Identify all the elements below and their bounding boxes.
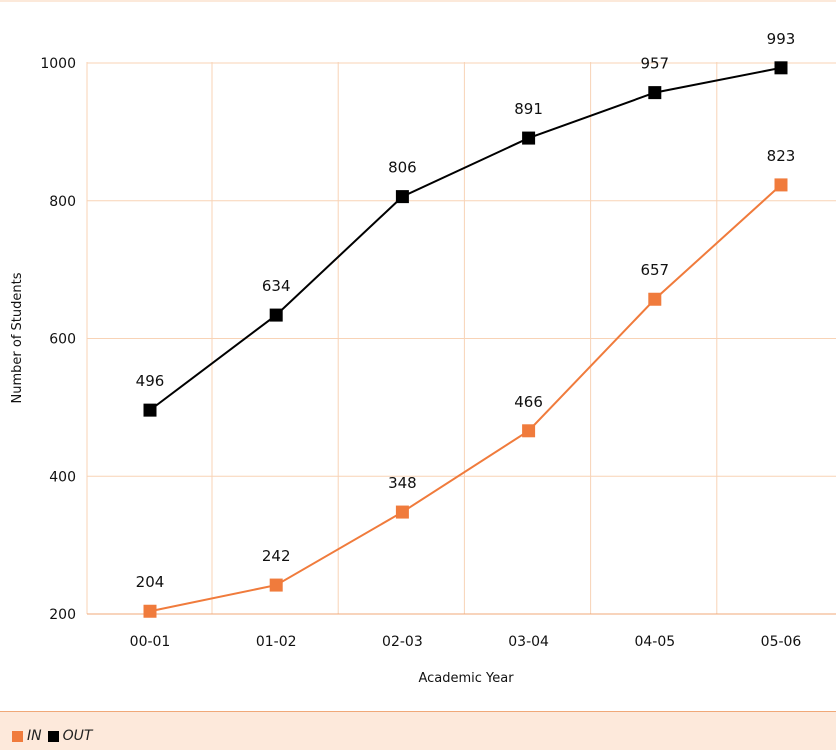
series-layer	[143, 61, 788, 618]
data-point-in	[143, 604, 157, 618]
data-point-out	[774, 61, 788, 75]
series-line-in	[149, 184, 782, 613]
axes: 200 400 600 800 1000 00-01 01-02 02-03 03-04 04-0…	[40, 56, 836, 650]
data-label-in: 348	[388, 474, 417, 492]
data-label-in: 823	[767, 147, 796, 165]
legend-items: IN OUT	[12, 728, 98, 744]
data-label-in: 657	[640, 261, 669, 279]
data-point-in	[395, 505, 409, 519]
data-label-out: 496	[136, 372, 165, 390]
line-chart: 200 400 600 800 1000 00-01 01-02 02-03 03-04 04-0…	[0, 0, 836, 686]
data-label-in: 466	[514, 393, 543, 411]
legend: IN OUT	[0, 711, 836, 750]
x-axis-title: Academic Year	[418, 671, 514, 686]
x-tick-label: 05-06	[761, 634, 802, 650]
data-label-out: 993	[767, 30, 796, 48]
x-tick-label: 01-02	[256, 634, 297, 650]
y-tick-label: 600	[49, 332, 76, 348]
data-label-out: 957	[640, 55, 669, 73]
x-tick-label: 02-03	[382, 634, 423, 650]
legend-item-in: IN	[12, 728, 42, 744]
y-tick-label: 1000	[40, 56, 76, 72]
y-tick-label: 800	[49, 194, 76, 210]
data-point-out	[522, 131, 536, 145]
y-tick-label: 400	[49, 469, 76, 485]
data-point-out	[143, 403, 157, 417]
data-point-in	[522, 424, 536, 438]
legend-item-out: OUT	[47, 728, 93, 744]
data-label-out: 806	[388, 159, 417, 177]
data-label-in: 242	[262, 547, 291, 565]
data-labels: 204 242 348 466 657 823 496 634 806 891 957 993	[136, 30, 796, 591]
x-tick-label: 00-01	[130, 634, 171, 650]
data-point-in	[774, 178, 788, 192]
series-line-out	[149, 66, 782, 411]
data-point-in	[269, 578, 283, 592]
legend-swatch	[47, 730, 59, 742]
data-point-out	[269, 308, 283, 322]
legend-swatch	[12, 730, 23, 742]
x-tick-label: 03-04	[508, 634, 549, 650]
y-axis-title: Number of Students	[10, 272, 25, 403]
x-tick-label: 04-05	[634, 634, 675, 650]
data-label-out: 634	[262, 277, 291, 295]
legend-label: OUT	[62, 728, 93, 744]
y-tick-label: 200	[49, 607, 76, 623]
data-point-out	[648, 86, 662, 100]
legend-label: IN	[27, 728, 42, 744]
data-label-in: 204	[136, 573, 165, 591]
gridlines	[87, 62, 836, 615]
data-point-out	[395, 190, 409, 204]
data-label-out: 891	[514, 100, 543, 118]
data-point-in	[648, 292, 662, 306]
